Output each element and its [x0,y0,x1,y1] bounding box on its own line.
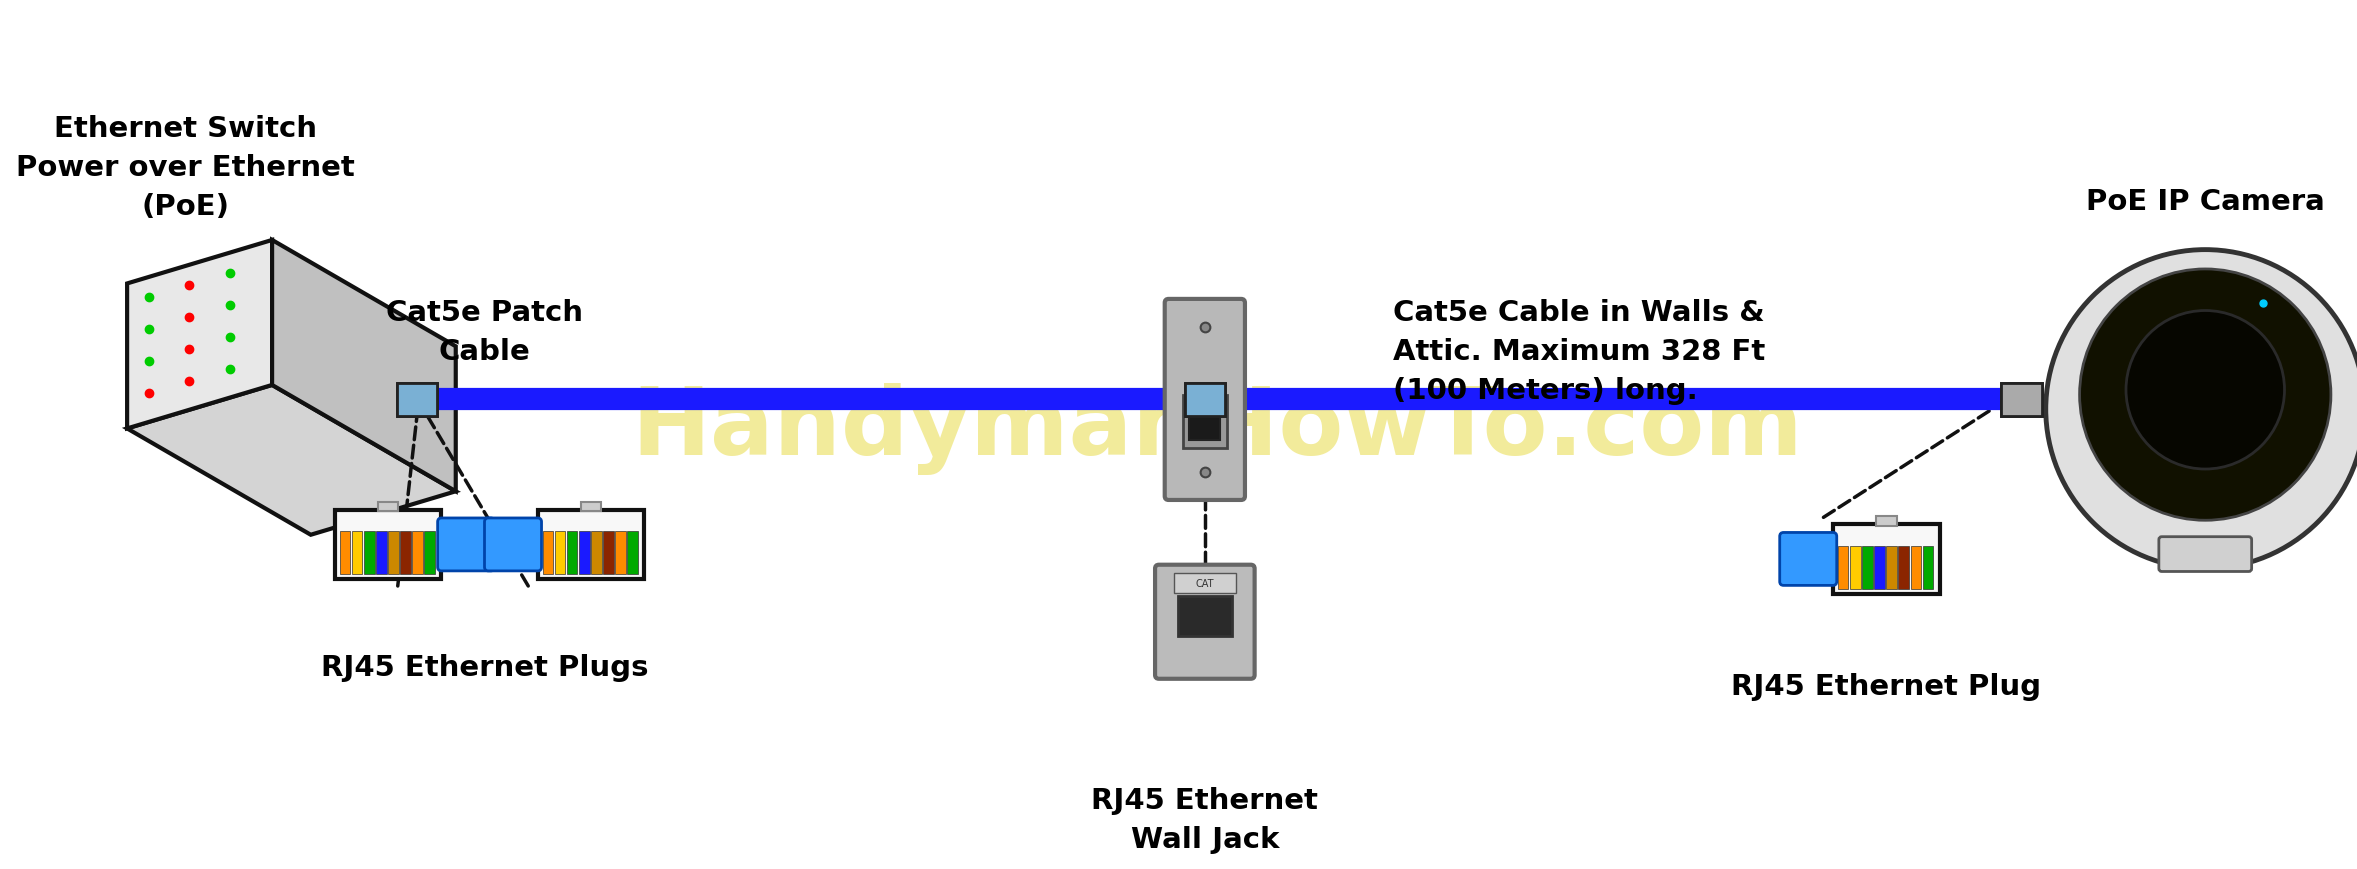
Bar [554,532,566,574]
FancyBboxPatch shape [1186,383,1226,416]
Text: Ethernet Switch
Power over Ethernet
(PoE): Ethernet Switch Power over Ethernet (PoE… [16,116,354,221]
Bar [339,532,351,574]
Text: RJ45 Ethernet Plug: RJ45 Ethernet Plug [1730,673,2041,700]
Text: CAT: CAT [1195,579,1214,588]
FancyBboxPatch shape [396,383,438,416]
Bar [1886,546,1897,589]
Bar [566,532,577,574]
FancyBboxPatch shape [377,502,398,512]
Bar [615,532,627,574]
FancyBboxPatch shape [396,383,438,416]
FancyBboxPatch shape [537,510,643,580]
Bar [580,532,589,574]
Polygon shape [127,241,271,429]
Bar [377,532,387,574]
FancyBboxPatch shape [1183,395,1228,448]
Text: Cat5e Patch
Cable: Cat5e Patch Cable [387,299,582,366]
Bar [603,532,613,574]
Polygon shape [271,241,455,492]
Bar [412,532,422,574]
Bar [389,532,398,574]
Circle shape [2126,311,2284,469]
FancyBboxPatch shape [1164,300,1244,501]
Bar [424,532,436,574]
FancyBboxPatch shape [1186,383,1226,416]
Bar [363,532,375,574]
Text: Cat5e Cable in Walls &
Attic. Maximum 328 Ft
(100 Meters) long.: Cat5e Cable in Walls & Attic. Maximum 32… [1393,299,1765,404]
FancyBboxPatch shape [438,519,495,571]
FancyBboxPatch shape [1190,414,1221,441]
Polygon shape [127,386,455,535]
Bar [1912,546,1921,589]
FancyBboxPatch shape [1834,524,1940,594]
Text: HandymanHowTo.com: HandymanHowTo.com [632,383,1803,474]
FancyBboxPatch shape [1780,533,1836,586]
FancyBboxPatch shape [1876,516,1897,527]
Text: RJ45 Ethernet Plugs: RJ45 Ethernet Plugs [321,653,648,681]
FancyBboxPatch shape [1178,596,1233,636]
Bar [1923,546,1933,589]
Bar [1850,546,1860,589]
FancyBboxPatch shape [2159,537,2251,572]
Circle shape [2046,250,2357,569]
Bar [1897,546,1909,589]
Bar [1874,546,1886,589]
FancyBboxPatch shape [2001,383,2041,416]
FancyBboxPatch shape [2001,383,2041,416]
FancyBboxPatch shape [580,502,601,512]
FancyBboxPatch shape [1174,574,1235,593]
FancyBboxPatch shape [335,510,441,580]
FancyBboxPatch shape [486,519,542,571]
Bar [627,532,639,574]
Text: PoE IP Camera: PoE IP Camera [2086,188,2324,216]
Circle shape [2079,269,2331,521]
Bar [592,532,601,574]
Bar [542,532,554,574]
FancyBboxPatch shape [1155,565,1254,679]
Bar [1862,546,1874,589]
Bar [1838,546,1848,589]
Text: RJ45 Ethernet
Wall Jack: RJ45 Ethernet Wall Jack [1091,786,1318,853]
Bar [351,532,363,574]
Bar [401,532,410,574]
